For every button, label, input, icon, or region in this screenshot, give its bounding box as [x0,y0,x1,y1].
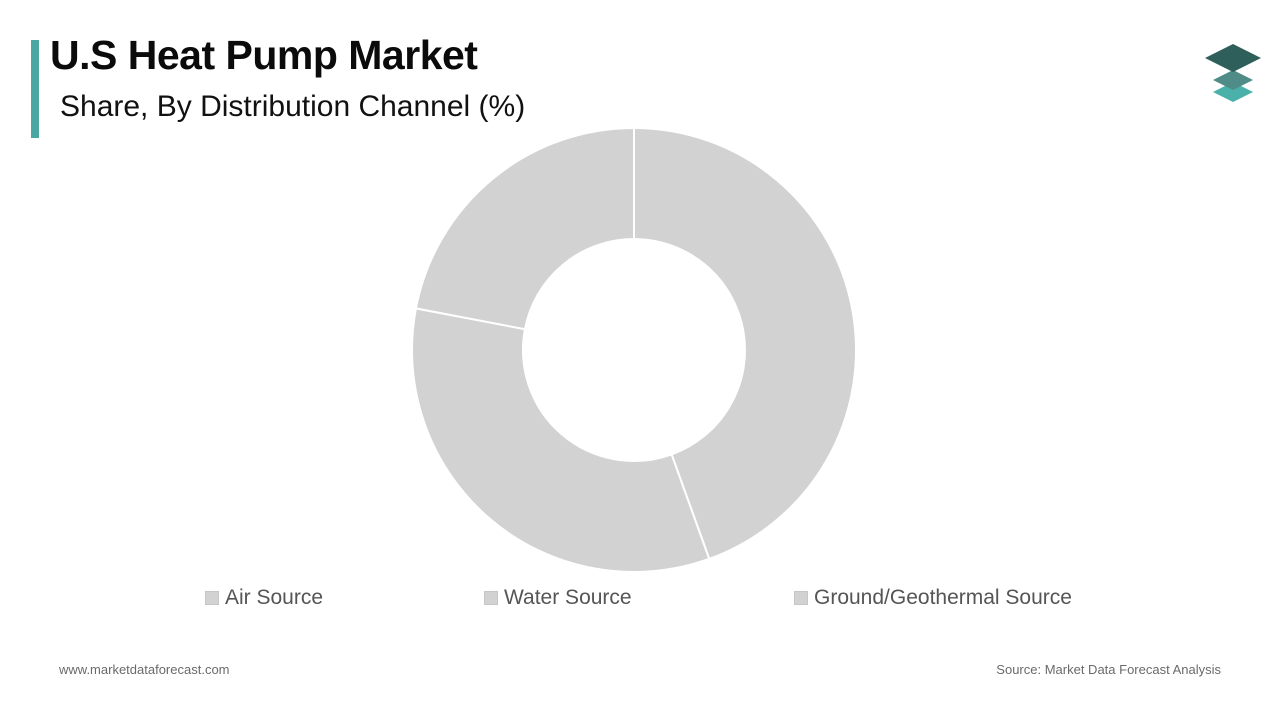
legend-item-air-source: Air Source [205,586,323,610]
legend-label-ground-geothermal-source: Ground/Geothermal Source [814,586,1072,609]
legend-label-water-source: Water Source [504,586,632,609]
stacked-layers-icon [1205,44,1261,102]
slice-air-source [633,126,857,561]
page-subtitle: Share, By Distribution Channel (%) [60,90,526,123]
chart-legend: Air Source Water Source Ground/Geotherma… [0,586,1280,614]
page-title: U.S Heat Pump Market [50,32,478,78]
legend-swatch-water-source [484,591,498,605]
legend-label-air-source: Air Source [225,586,324,609]
legend-swatch-air-source [205,591,219,605]
chart-slices [411,126,857,573]
slice-ground-geothermal-source [414,126,635,331]
footer-source: Source: Market Data Forecast Analysis [996,662,1221,677]
slice-water-source [411,307,711,573]
legend-item-ground-geothermal-source: Ground/Geothermal Source [794,586,1072,610]
footer-website: www.marketdataforecast.com [59,662,230,677]
legend-item-water-source: Water Source [484,586,632,610]
title-accent-bar [31,40,39,138]
legend-swatch-ground-geothermal-source [794,591,808,605]
